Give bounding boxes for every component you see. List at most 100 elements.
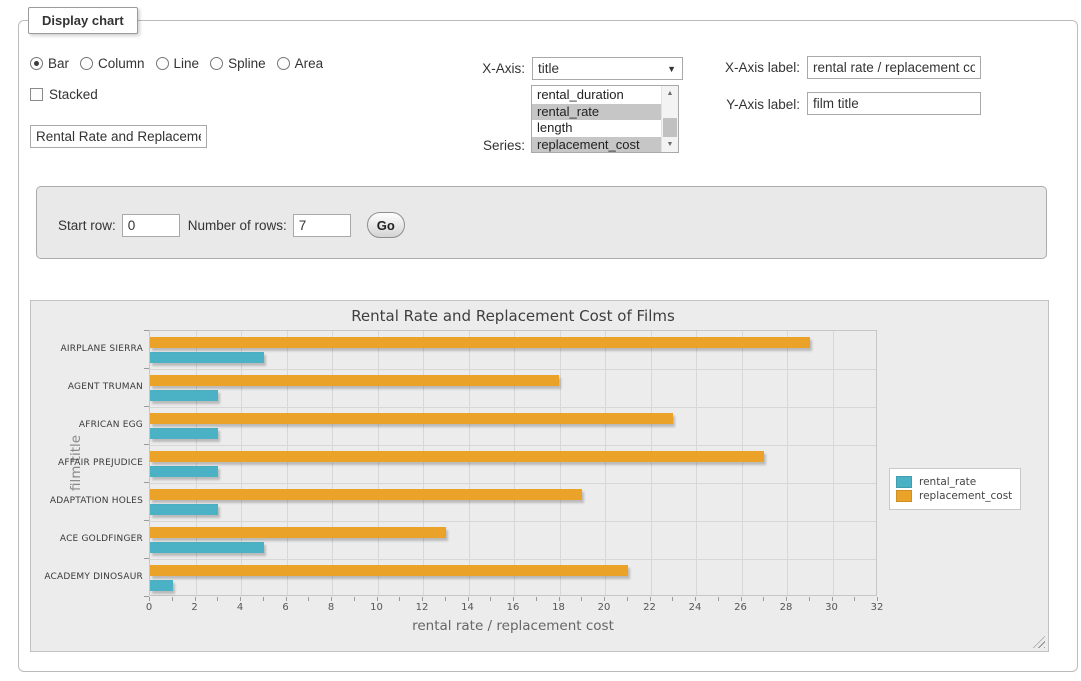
radio-button-icon[interactable] bbox=[277, 57, 290, 70]
x-tick-label: 26 bbox=[726, 602, 756, 613]
bar-replacement_cost bbox=[150, 413, 673, 424]
x-tick-mark bbox=[672, 597, 673, 601]
chart-type-label: Spline bbox=[228, 56, 266, 71]
x-tick-label: 2 bbox=[180, 602, 210, 613]
num-rows-input[interactable] bbox=[293, 214, 351, 237]
x-tick-mark bbox=[581, 597, 582, 601]
bar-rental_rate bbox=[150, 504, 218, 515]
gridline bbox=[605, 331, 606, 595]
chart-type-option[interactable]: Column bbox=[80, 56, 145, 71]
x-tick-mark bbox=[399, 597, 400, 601]
category-label: AGENT TRUMAN bbox=[31, 368, 143, 406]
row-range-panel: Start row: Number of rows: Go bbox=[36, 186, 1047, 259]
radio-button-icon[interactable] bbox=[210, 57, 223, 70]
stacked-checkbox[interactable] bbox=[30, 88, 43, 101]
x-tick-mark bbox=[195, 597, 196, 601]
gridline bbox=[150, 369, 876, 370]
scrollbar-thumb[interactable] bbox=[663, 118, 677, 137]
series-option[interactable]: length bbox=[532, 120, 661, 137]
gridline bbox=[514, 331, 515, 595]
chart-type-label: Bar bbox=[48, 56, 69, 71]
resize-grip-icon[interactable] bbox=[1033, 636, 1045, 648]
chart-type-label: Area bbox=[295, 56, 324, 71]
x-tick-label: 0 bbox=[134, 602, 164, 613]
dropdown-arrow-icon: ▼ bbox=[667, 64, 676, 74]
bar-rental_rate bbox=[150, 428, 218, 439]
gridline bbox=[150, 445, 876, 446]
page: Display chart BarColumnLineSplineArea St… bbox=[0, 0, 1081, 681]
y-tick-mark bbox=[144, 406, 149, 407]
x-axis-label-input[interactable] bbox=[807, 56, 981, 79]
x-tick-mark bbox=[809, 597, 810, 601]
category-label: ACE GOLDFINGER bbox=[31, 520, 143, 558]
x-tick-mark bbox=[786, 597, 787, 601]
chart-type-option[interactable]: Bar bbox=[30, 56, 69, 71]
bar-replacement_cost bbox=[150, 451, 764, 462]
legend-entry: replacement_cost bbox=[896, 490, 1012, 502]
radio-button-icon[interactable] bbox=[156, 57, 169, 70]
x-tick-mark bbox=[854, 597, 855, 601]
x-tick-mark bbox=[286, 597, 287, 601]
chart-type-option[interactable]: Area bbox=[277, 56, 324, 71]
series-option[interactable]: replacement_cost bbox=[532, 137, 661, 154]
bar-rental_rate bbox=[150, 390, 218, 401]
legend-swatch bbox=[896, 490, 912, 502]
gridline bbox=[787, 331, 788, 595]
x-tick-mark bbox=[422, 597, 423, 601]
x-tick-mark bbox=[263, 597, 264, 601]
x-tick-mark bbox=[741, 597, 742, 601]
start-row-input[interactable] bbox=[122, 214, 180, 237]
x-tick-label: 6 bbox=[271, 602, 301, 613]
y-axis-label-caption: Y-Axis label: bbox=[700, 97, 800, 112]
gridline bbox=[651, 331, 652, 595]
bar-replacement_cost bbox=[150, 337, 810, 348]
radio-button-icon[interactable] bbox=[30, 57, 43, 70]
y-tick-mark bbox=[144, 330, 149, 331]
gridline bbox=[560, 331, 561, 595]
x-tick-mark bbox=[240, 597, 241, 601]
stacked-checkbox-row[interactable]: Stacked bbox=[30, 87, 98, 102]
gridline bbox=[287, 331, 288, 595]
chart-panel: Rental Rate and Replacement Cost of Film… bbox=[30, 300, 1049, 652]
chart-type-option[interactable]: Line bbox=[156, 56, 200, 71]
legend-entry: rental_rate bbox=[896, 476, 1012, 488]
gridline bbox=[241, 331, 242, 595]
radio-button-icon[interactable] bbox=[80, 57, 93, 70]
bar-replacement_cost bbox=[150, 375, 559, 386]
bar-replacement_cost bbox=[150, 489, 582, 500]
y-tick-mark bbox=[144, 444, 149, 445]
x-tick-mark bbox=[832, 597, 833, 601]
scroll-down-icon[interactable]: ▼ bbox=[662, 137, 678, 152]
x-tick-label: 22 bbox=[635, 602, 665, 613]
bar-rental_rate bbox=[150, 580, 173, 591]
x-tick-mark bbox=[308, 597, 309, 601]
series-option[interactable]: rental_rate bbox=[532, 104, 661, 121]
num-rows-label: Number of rows: bbox=[188, 218, 287, 233]
x-tick-mark bbox=[763, 597, 764, 601]
y-axis-label-input[interactable] bbox=[807, 92, 981, 115]
x-tick-mark bbox=[490, 597, 491, 601]
x-tick-mark bbox=[877, 597, 878, 601]
series-option[interactable]: rental_duration bbox=[532, 87, 661, 104]
chart-title: Rental Rate and Replacement Cost of Film… bbox=[149, 307, 877, 325]
x-tick-mark bbox=[650, 597, 651, 601]
gridline bbox=[196, 331, 197, 595]
x-tick-label: 32 bbox=[862, 602, 892, 613]
gridline bbox=[378, 331, 379, 595]
gridline bbox=[423, 331, 424, 595]
bar-rental_rate bbox=[150, 466, 218, 477]
listbox-scrollbar[interactable]: ▲ ▼ bbox=[661, 86, 678, 152]
bar-replacement_cost bbox=[150, 565, 628, 576]
chart-title-input[interactable] bbox=[30, 125, 207, 148]
chart-type-option[interactable]: Spline bbox=[210, 56, 266, 71]
x-axis-select-label: X-Axis: bbox=[455, 61, 525, 76]
series-listbox[interactable]: rental_durationrental_ratelengthreplacem… bbox=[531, 85, 679, 153]
y-tick-mark bbox=[144, 558, 149, 559]
x-tick-label: 12 bbox=[407, 602, 437, 613]
category-label: AIRPLANE SIERRA bbox=[31, 330, 143, 368]
scroll-up-icon[interactable]: ▲ bbox=[662, 86, 678, 101]
x-axis-select[interactable]: title ▼ bbox=[532, 57, 683, 80]
go-button[interactable]: Go bbox=[367, 212, 405, 238]
x-tick-mark bbox=[445, 597, 446, 601]
x-tick-mark bbox=[377, 597, 378, 601]
